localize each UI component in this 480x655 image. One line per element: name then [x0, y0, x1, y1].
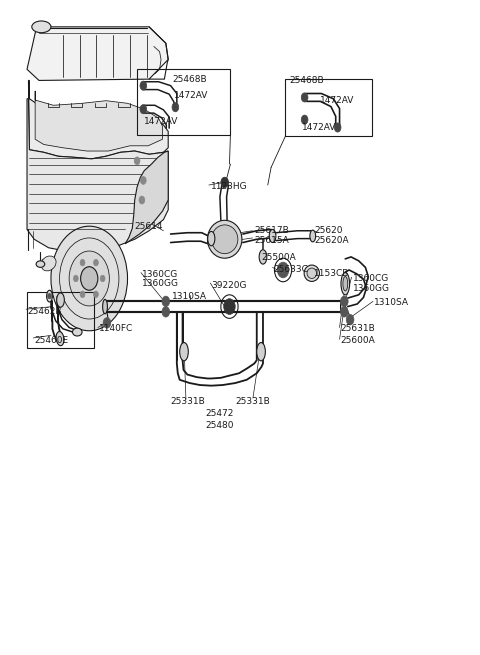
- Text: 1472AV: 1472AV: [321, 96, 355, 105]
- Bar: [286, 79, 372, 136]
- Ellipse shape: [340, 299, 345, 314]
- Bar: [137, 69, 230, 135]
- Ellipse shape: [341, 272, 349, 295]
- Circle shape: [94, 291, 98, 297]
- Ellipse shape: [72, 328, 82, 336]
- Ellipse shape: [259, 250, 267, 264]
- Circle shape: [69, 251, 109, 306]
- Text: 1310SA: 1310SA: [172, 291, 207, 301]
- Ellipse shape: [41, 256, 56, 271]
- Text: 25472: 25472: [206, 409, 234, 419]
- Text: 25331B: 25331B: [170, 397, 205, 406]
- Text: 25631B: 25631B: [340, 324, 375, 333]
- Text: 25462B: 25462B: [27, 307, 61, 316]
- Circle shape: [162, 307, 169, 317]
- Circle shape: [80, 259, 85, 266]
- Polygon shape: [27, 27, 168, 81]
- Ellipse shape: [343, 276, 348, 291]
- Ellipse shape: [257, 343, 265, 361]
- Circle shape: [162, 296, 169, 307]
- Circle shape: [94, 259, 98, 266]
- Text: 1472AV: 1472AV: [302, 123, 336, 132]
- Circle shape: [51, 226, 128, 331]
- Text: 25460E: 25460E: [34, 336, 68, 345]
- Text: 25331B: 25331B: [236, 397, 270, 406]
- Ellipse shape: [36, 261, 45, 267]
- Circle shape: [139, 196, 145, 204]
- Text: 1360CG: 1360CG: [142, 270, 178, 279]
- Text: 1140FC: 1140FC: [99, 324, 133, 333]
- Circle shape: [301, 115, 308, 124]
- Polygon shape: [125, 151, 168, 244]
- Text: 39220G: 39220G: [211, 280, 247, 290]
- Circle shape: [346, 314, 354, 325]
- Ellipse shape: [208, 231, 215, 246]
- Text: 1472AV: 1472AV: [174, 91, 208, 100]
- Ellipse shape: [32, 21, 51, 33]
- Circle shape: [340, 296, 348, 307]
- Polygon shape: [28, 81, 168, 159]
- Circle shape: [48, 293, 51, 299]
- Text: 25614: 25614: [135, 221, 163, 231]
- Text: 25468B: 25468B: [172, 75, 207, 84]
- Circle shape: [301, 93, 308, 102]
- Circle shape: [140, 81, 147, 90]
- Ellipse shape: [207, 220, 242, 258]
- Bar: [27, 291, 94, 348]
- Text: 1123HG: 1123HG: [211, 182, 248, 191]
- Ellipse shape: [304, 265, 320, 282]
- Ellipse shape: [47, 290, 52, 302]
- Circle shape: [80, 291, 85, 297]
- Circle shape: [334, 123, 341, 132]
- Text: 25480: 25480: [205, 421, 234, 430]
- Text: 25620: 25620: [314, 226, 343, 235]
- Text: 25620A: 25620A: [314, 236, 349, 245]
- Ellipse shape: [269, 229, 276, 242]
- Text: 1310SA: 1310SA: [374, 298, 409, 307]
- Ellipse shape: [310, 230, 316, 242]
- Text: 25633C: 25633C: [274, 265, 308, 274]
- Text: 1472AV: 1472AV: [144, 117, 179, 126]
- Circle shape: [73, 275, 78, 282]
- Circle shape: [340, 307, 348, 317]
- Ellipse shape: [180, 343, 188, 361]
- Circle shape: [224, 299, 235, 314]
- Circle shape: [221, 177, 228, 187]
- Circle shape: [103, 318, 111, 328]
- Text: 1360GG: 1360GG: [142, 279, 179, 288]
- Ellipse shape: [57, 293, 64, 307]
- Circle shape: [172, 103, 179, 112]
- Ellipse shape: [212, 225, 238, 253]
- Text: 1153CB: 1153CB: [314, 269, 349, 278]
- Text: 25615A: 25615A: [254, 236, 289, 245]
- Circle shape: [141, 176, 146, 184]
- Text: 1360CG: 1360CG: [352, 274, 389, 283]
- Ellipse shape: [56, 331, 64, 346]
- Circle shape: [100, 275, 105, 282]
- Text: 25600A: 25600A: [340, 336, 375, 345]
- Text: 25500A: 25500A: [262, 253, 296, 262]
- Text: 25468B: 25468B: [290, 76, 324, 85]
- Text: 25617B: 25617B: [254, 226, 289, 235]
- Ellipse shape: [103, 299, 108, 314]
- Circle shape: [277, 262, 289, 278]
- Polygon shape: [35, 91, 162, 151]
- Circle shape: [81, 267, 98, 290]
- Ellipse shape: [307, 268, 317, 278]
- Text: 1360GG: 1360GG: [352, 284, 389, 293]
- Circle shape: [140, 105, 147, 114]
- Polygon shape: [27, 99, 168, 252]
- Circle shape: [134, 157, 140, 165]
